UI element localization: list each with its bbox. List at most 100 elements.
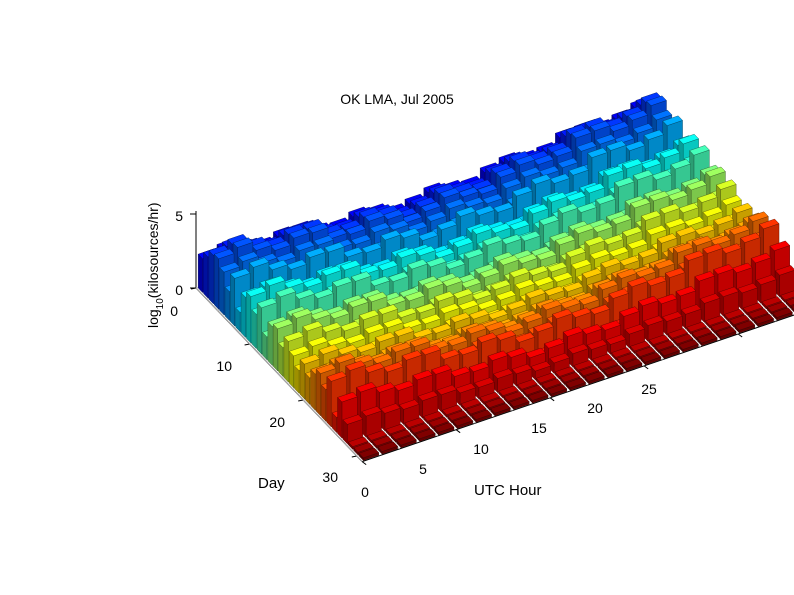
bar-top-face [672, 333, 694, 345]
bar-top-face [380, 230, 401, 241]
bar-top-face [640, 158, 662, 169]
bar-top-face [600, 257, 621, 269]
bar-top-face [624, 324, 646, 335]
bar [584, 371, 605, 385]
bar-top-face [450, 312, 471, 323]
bar-top-face [683, 216, 705, 227]
x-tick-labels: 0 5 10 15 20 25 [361, 381, 657, 500]
bar-top-face [509, 219, 530, 231]
z-tick-label: 5 [175, 208, 183, 224]
bar-top-face [331, 276, 353, 288]
bar-top-face [479, 267, 501, 278]
bar-top-face [501, 234, 522, 245]
bar-side-face [240, 292, 246, 338]
bar-top-face [568, 343, 589, 355]
bar-top-face [388, 219, 409, 231]
x-tick [549, 397, 555, 402]
bar-top-face [490, 403, 511, 414]
bar [659, 345, 680, 359]
bar-top-face [710, 320, 731, 332]
bar-top-face [353, 442, 374, 453]
bar-top-face [535, 372, 557, 384]
bar-side-face [305, 372, 310, 406]
bar-top-face [452, 288, 474, 299]
bar-top-face [229, 268, 251, 279]
bar-top-face [664, 267, 686, 278]
bar-top-face [219, 262, 240, 273]
bar-top-face [232, 237, 254, 248]
bar-top-face [477, 184, 498, 195]
bar-top-face [377, 441, 398, 452]
bar-top-face [756, 274, 777, 285]
bar-top-face [471, 224, 493, 235]
bar-top-face [246, 286, 267, 297]
bar-top-face [420, 313, 442, 325]
bar-top-face [272, 318, 294, 330]
bar-top-face [329, 308, 350, 319]
bar-top-face [520, 167, 541, 178]
bar-top-face [570, 307, 592, 318]
bar-top-face [613, 177, 635, 188]
bar-top-face [766, 301, 788, 313]
chart-title: OK LMA, Jul 2005 [340, 91, 454, 107]
bar-top-face [715, 326, 737, 337]
bar-top-face [275, 286, 297, 298]
x-tick-label: 5 [419, 461, 427, 477]
bar-top-face [455, 382, 476, 394]
bar-top-face [651, 109, 673, 121]
bar [734, 320, 756, 334]
bar-top-face [621, 226, 643, 237]
bar-top-face [761, 296, 783, 307]
bar-top-face [369, 275, 391, 287]
y-tick [351, 455, 357, 458]
bar-top-face [702, 206, 724, 217]
bar-side-face [203, 251, 209, 299]
bar-top-face [568, 165, 589, 176]
bar-top-face [710, 235, 732, 246]
x-tick [361, 461, 367, 466]
bar-top-face [433, 291, 455, 302]
bar-top-face [705, 166, 726, 177]
bar-top-face [597, 279, 619, 291]
bar-top-face [573, 360, 595, 371]
bar-top-face [358, 309, 380, 321]
bar-top-face [646, 224, 667, 236]
bar-top-face [748, 211, 769, 222]
bar-top-face [664, 218, 686, 229]
bar-top-face [474, 205, 495, 216]
bar-top-face [484, 397, 506, 408]
bar-top-face [423, 278, 444, 290]
bar-top-face [396, 435, 417, 446]
bar-top-face [385, 423, 407, 435]
x-axis-label: UTC Hour [474, 482, 542, 499]
bar-top-face [439, 303, 460, 314]
bar-top-face [412, 369, 433, 381]
bar [791, 305, 794, 313]
bar-top-face [627, 276, 648, 288]
bar-top-face [404, 417, 425, 428]
bar-top-face [458, 299, 479, 311]
bar-top-face [434, 247, 455, 259]
bar-top-face [589, 120, 611, 132]
bar-top-face [595, 194, 616, 205]
bar-top-face [527, 390, 549, 401]
bar-top-face [433, 422, 455, 433]
x-tick [643, 365, 649, 370]
z-axis-label-base: log [145, 309, 161, 328]
y-tick [244, 343, 250, 346]
bar-top-face [511, 363, 533, 375]
bar-top-face [428, 416, 449, 427]
bar-top-face [364, 323, 385, 334]
bar-top-face [530, 174, 552, 185]
bar-top-face [398, 399, 420, 410]
bar-top-face [533, 321, 554, 333]
bar-top-face [482, 235, 503, 246]
bar-top-face [390, 342, 412, 353]
bar [715, 326, 737, 340]
bar-top-face [565, 247, 587, 258]
bar-top-face [731, 262, 753, 274]
bar-top-face [662, 115, 683, 126]
bar-top-face [509, 267, 530, 278]
bar-top-face [323, 242, 345, 253]
bar-top-face [468, 361, 490, 373]
